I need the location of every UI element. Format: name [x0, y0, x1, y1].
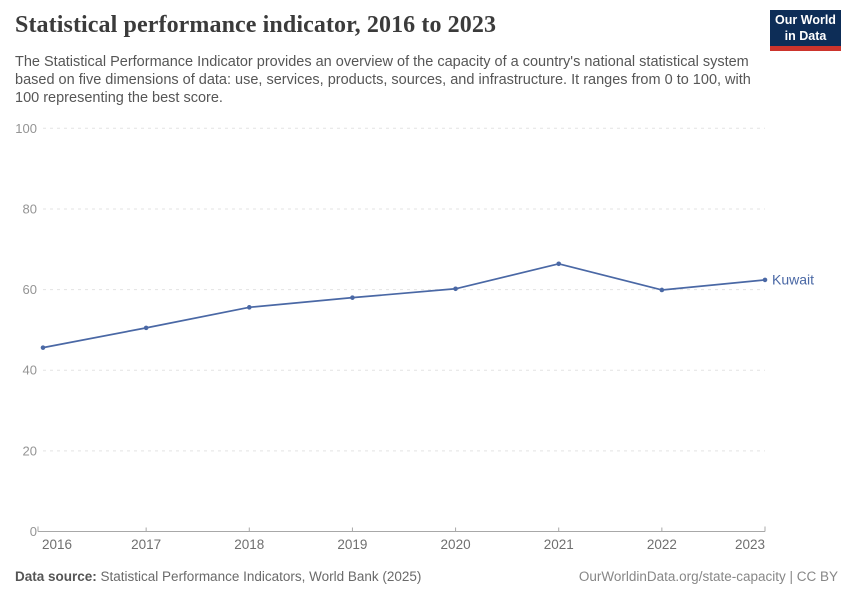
entity-label: Kuwait [772, 271, 814, 287]
data-source-text: Statistical Performance Indicators, Worl… [96, 569, 422, 584]
x-tick-label: 2020 [441, 537, 471, 552]
y-tick-label: 60 [23, 282, 37, 297]
chart-subtitle: The Statistical Performance Indicator pr… [15, 54, 751, 106]
x-tick-label: 2023 [735, 537, 765, 552]
y-tick-label: 40 [23, 363, 37, 378]
x-tick-label: 2022 [647, 537, 677, 552]
owid-logo[interactable]: Our World in Data [770, 10, 841, 51]
y-tick-label: 0 [30, 524, 37, 539]
data-point[interactable] [350, 295, 355, 300]
attribution-link[interactable]: OurWorldinData.org/state-capacity | CC B… [578, 569, 838, 584]
data-source: Data source: Statistical Performance Ind… [15, 569, 421, 584]
page-title: Statistical performance indicator, 2016 … [15, 12, 497, 38]
trend-line[interactable] [42, 262, 766, 349]
data-point[interactable] [246, 305, 252, 310]
data-point[interactable] [143, 325, 149, 331]
x-tick-label: 2016 [42, 537, 72, 552]
x-tick-label: 2019 [337, 537, 367, 552]
data-point[interactable] [453, 286, 458, 292]
owid-logo-line2: in Data [784, 29, 827, 43]
x-tick-label: 2021 [544, 537, 574, 552]
x-tick-label: 2017 [131, 537, 161, 552]
data-point[interactable] [40, 345, 46, 350]
y-tick-label: 100 [15, 121, 37, 136]
y-tick-label: 80 [23, 201, 37, 216]
data-point[interactable] [556, 261, 562, 267]
chart-svg[interactable]: 0 20 40 60 80 100 2016 2017 2018 2019 2020 2021 2022… [0, 0, 850, 560]
data-source-label: Data source: [15, 569, 97, 584]
chart-footer: Data source: Statistical Performance Ind… [15, 569, 838, 584]
data-point[interactable] [659, 287, 665, 293]
data-point[interactable] [762, 277, 768, 283]
x-tick-label: 2018 [234, 537, 264, 552]
y-tick-label: 20 [23, 443, 37, 458]
owid-logo-line1: Our World [775, 13, 836, 27]
